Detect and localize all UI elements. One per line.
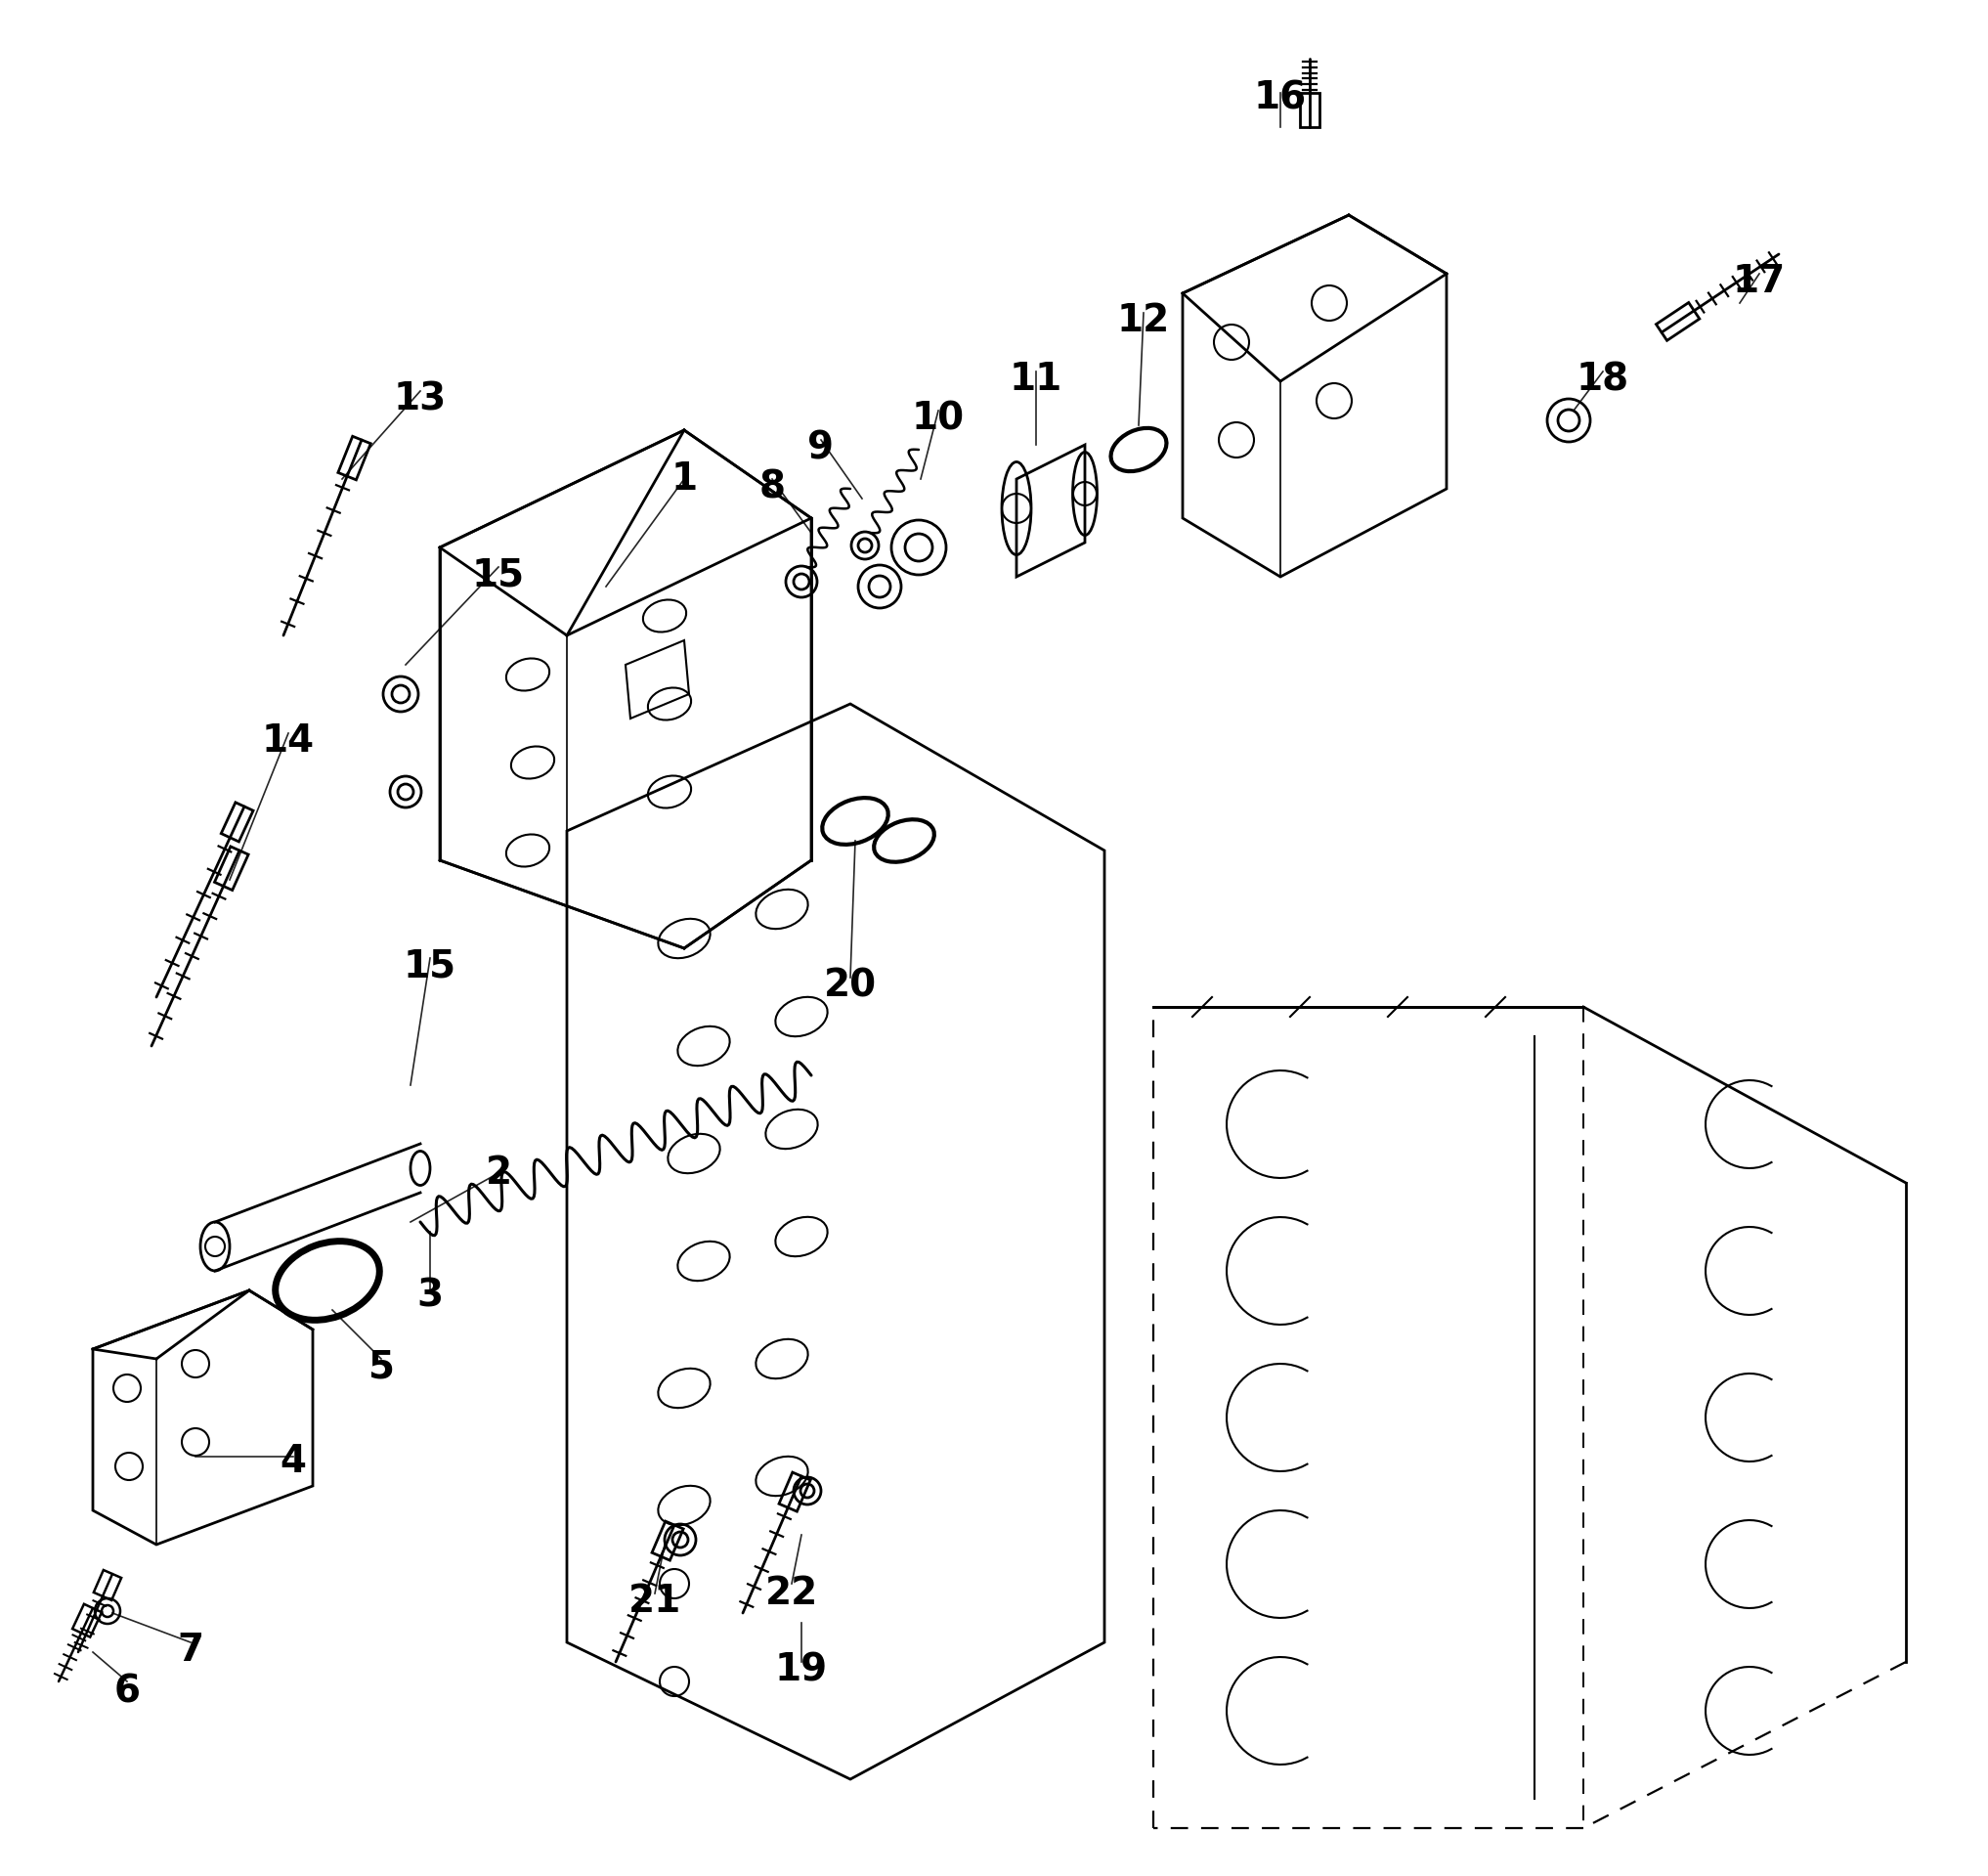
- Text: 20: 20: [823, 966, 877, 1004]
- Text: 3: 3: [417, 1278, 443, 1313]
- Text: 9: 9: [807, 430, 835, 467]
- Text: 15: 15: [471, 557, 525, 593]
- Text: 1: 1: [670, 460, 698, 497]
- Text: 4: 4: [280, 1443, 306, 1480]
- Text: 19: 19: [775, 1651, 827, 1688]
- Text: 12: 12: [1117, 302, 1171, 340]
- Text: 2: 2: [485, 1154, 511, 1191]
- Text: 18: 18: [1576, 360, 1630, 398]
- Text: 22: 22: [765, 1574, 819, 1611]
- Text: 5: 5: [368, 1349, 394, 1384]
- Text: 10: 10: [912, 400, 964, 437]
- Text: 13: 13: [394, 381, 447, 418]
- Text: 17: 17: [1734, 263, 1785, 300]
- Text: 15: 15: [404, 947, 457, 985]
- Text: 11: 11: [1010, 360, 1062, 398]
- Text: 14: 14: [262, 722, 314, 760]
- Text: 16: 16: [1254, 79, 1306, 116]
- Text: 6: 6: [113, 1673, 141, 1709]
- Text: 8: 8: [759, 469, 785, 505]
- Text: 21: 21: [628, 1583, 682, 1619]
- Text: 7: 7: [177, 1632, 205, 1670]
